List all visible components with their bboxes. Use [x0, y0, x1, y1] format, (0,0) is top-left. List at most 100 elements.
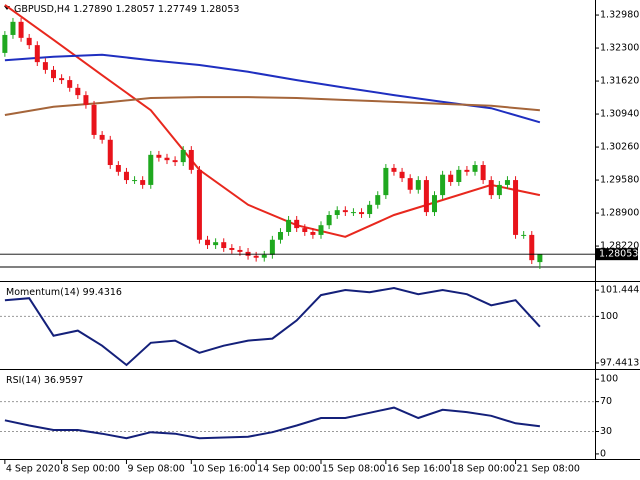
candle-body	[496, 184, 502, 196]
x-tick-label: 18 Sep 00:00	[452, 464, 515, 475]
candle-body	[51, 69, 57, 79]
low-value: 1.27749	[158, 4, 197, 15]
candle-body	[99, 134, 105, 140]
candle-body	[107, 139, 113, 166]
candle-body	[521, 234, 527, 236]
x-tick-label: 14 Sep 00:00	[257, 464, 320, 475]
candle-body	[164, 157, 170, 161]
y-tick-label: 0	[600, 448, 606, 459]
candle-body	[367, 204, 373, 215]
candle-body	[529, 234, 535, 261]
indicator-line	[4, 286, 541, 367]
candle-body	[237, 249, 243, 252]
candle-body	[26, 37, 32, 46]
candle-body	[513, 180, 519, 235]
candle-body	[2, 34, 8, 53]
candle-body	[472, 165, 478, 172]
candle-body	[148, 154, 154, 185]
candle-body	[140, 180, 146, 185]
y-tick-label: 1.32300	[600, 43, 639, 54]
candle-body	[391, 167, 397, 172]
candle-body	[277, 231, 283, 240]
candle-body	[269, 239, 275, 255]
candle-body	[115, 165, 121, 172]
candle-body	[504, 180, 510, 185]
candle-body	[415, 180, 421, 190]
x-tick-label: 8 Sep 00:00	[63, 464, 120, 475]
candle-body	[399, 171, 405, 179]
y-tick-label: 1.28900	[600, 208, 639, 219]
x-tick-label: 10 Sep 16:00	[192, 464, 255, 475]
candle-body	[10, 21, 16, 35]
candle-body	[156, 154, 162, 158]
x-tick-label: 9 Sep 08:00	[127, 464, 184, 475]
indicator-name: RSI(14)	[6, 375, 41, 386]
candle-body	[221, 242, 227, 249]
candle-body	[34, 45, 40, 63]
open-value: 1.27890	[73, 4, 112, 15]
y-tick-label: 1.30260	[600, 142, 639, 153]
moving-average	[4, 4, 541, 238]
y-tick-label: 1.29580	[600, 175, 639, 186]
indicator-name: Momentum(14)	[6, 287, 80, 298]
candle-body	[59, 78, 65, 81]
y-tick-label: 1.30940	[600, 109, 639, 120]
x-tick-label: 4 Sep 2020	[6, 464, 60, 475]
price-header: GBPUSD,H4 1.27890 1.28057 1.27749 1.2805…	[14, 4, 239, 15]
candle-body	[407, 178, 413, 190]
candle-body	[132, 180, 138, 182]
symbol: GBPUSD,H4	[14, 4, 70, 15]
y-tick-label: 97.4413	[600, 357, 639, 368]
candle-body	[448, 174, 454, 183]
moving-average	[4, 53, 541, 124]
candle-body	[83, 95, 89, 105]
indicator-value: 36.9597	[44, 375, 83, 386]
current-price-box	[596, 248, 638, 261]
candle-body	[261, 254, 267, 258]
candle-body	[431, 195, 437, 213]
rsi-header: RSI(14) 36.9597	[6, 375, 83, 386]
y-tick-label: 30	[600, 426, 612, 437]
candle-body	[42, 62, 48, 70]
candle-body	[464, 169, 470, 172]
candle-body	[456, 169, 462, 183]
candle-body	[326, 215, 332, 226]
y-tick-label: 100	[600, 311, 618, 322]
y-tick-label: 100	[600, 374, 618, 385]
indicator-value: 99.4316	[83, 287, 122, 298]
y-tick-label: 1.32980	[600, 10, 639, 21]
close-value: 1.28053	[200, 4, 239, 15]
x-tick-label: 16 Sep 16:00	[387, 464, 450, 475]
indicator-line	[4, 406, 541, 440]
current-price-label: 1.28053	[599, 249, 638, 260]
candle-body	[375, 195, 381, 205]
candle-body	[123, 171, 129, 181]
candle-body	[75, 87, 81, 96]
momentum-header: Momentum(14) 99.4316	[6, 287, 122, 298]
candle-body	[318, 225, 324, 235]
candle-body	[383, 167, 389, 196]
y-tick-label: 70	[600, 396, 612, 407]
candle-body	[286, 219, 292, 232]
high-value: 1.28057	[115, 4, 154, 15]
candle-body	[488, 180, 494, 196]
candle-body	[342, 210, 348, 213]
candle-body	[359, 212, 365, 215]
candle-body	[350, 212, 356, 214]
candle-body	[440, 174, 446, 196]
candle-body	[537, 254, 543, 263]
candle-body	[310, 231, 316, 235]
candle-body	[480, 165, 486, 181]
y-tick-label: 101.4442	[600, 285, 640, 296]
candle-body	[172, 160, 178, 163]
candle-body	[180, 149, 186, 163]
candle-body	[302, 228, 308, 232]
candle-body	[67, 80, 73, 88]
x-tick-label: 21 Sep 08:00	[517, 464, 580, 475]
candle-body	[18, 21, 24, 38]
y-tick-label: 1.28220	[600, 241, 639, 252]
candle-body	[196, 169, 202, 240]
candle-body	[253, 255, 259, 258]
